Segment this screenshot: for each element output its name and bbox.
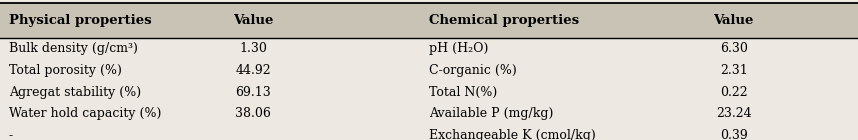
Bar [0,3,858,38]
Text: 44.92: 44.92 [235,64,271,77]
Text: 6.30: 6.30 [720,42,747,55]
Text: 1.30: 1.30 [239,42,267,55]
Text: Exchangeable K (cmol/kg): Exchangeable K (cmol/kg) [429,129,595,140]
Text: Value: Value [233,14,274,27]
Text: Bulk density (g/cm³): Bulk density (g/cm³) [9,42,137,55]
Text: Total N(%): Total N(%) [429,86,498,99]
Text: 2.31: 2.31 [720,64,747,77]
Text: 0.22: 0.22 [720,86,747,99]
Text: Value: Value [713,14,754,27]
Text: -: - [9,129,13,140]
Text: Physical properties: Physical properties [9,14,151,27]
Text: Water hold capacity (%): Water hold capacity (%) [9,107,161,120]
Text: 0.39: 0.39 [720,129,747,140]
Text: C-organic (%): C-organic (%) [429,64,517,77]
Text: pH (H₂O): pH (H₂O) [429,42,488,55]
Text: 69.13: 69.13 [235,86,271,99]
Text: 23.24: 23.24 [716,107,752,120]
Text: Total porosity (%): Total porosity (%) [9,64,122,77]
Text: Chemical properties: Chemical properties [429,14,579,27]
Text: 38.06: 38.06 [235,107,271,120]
Text: Available P (mg/kg): Available P (mg/kg) [429,107,553,120]
Text: Agregat stability (%): Agregat stability (%) [9,86,141,99]
